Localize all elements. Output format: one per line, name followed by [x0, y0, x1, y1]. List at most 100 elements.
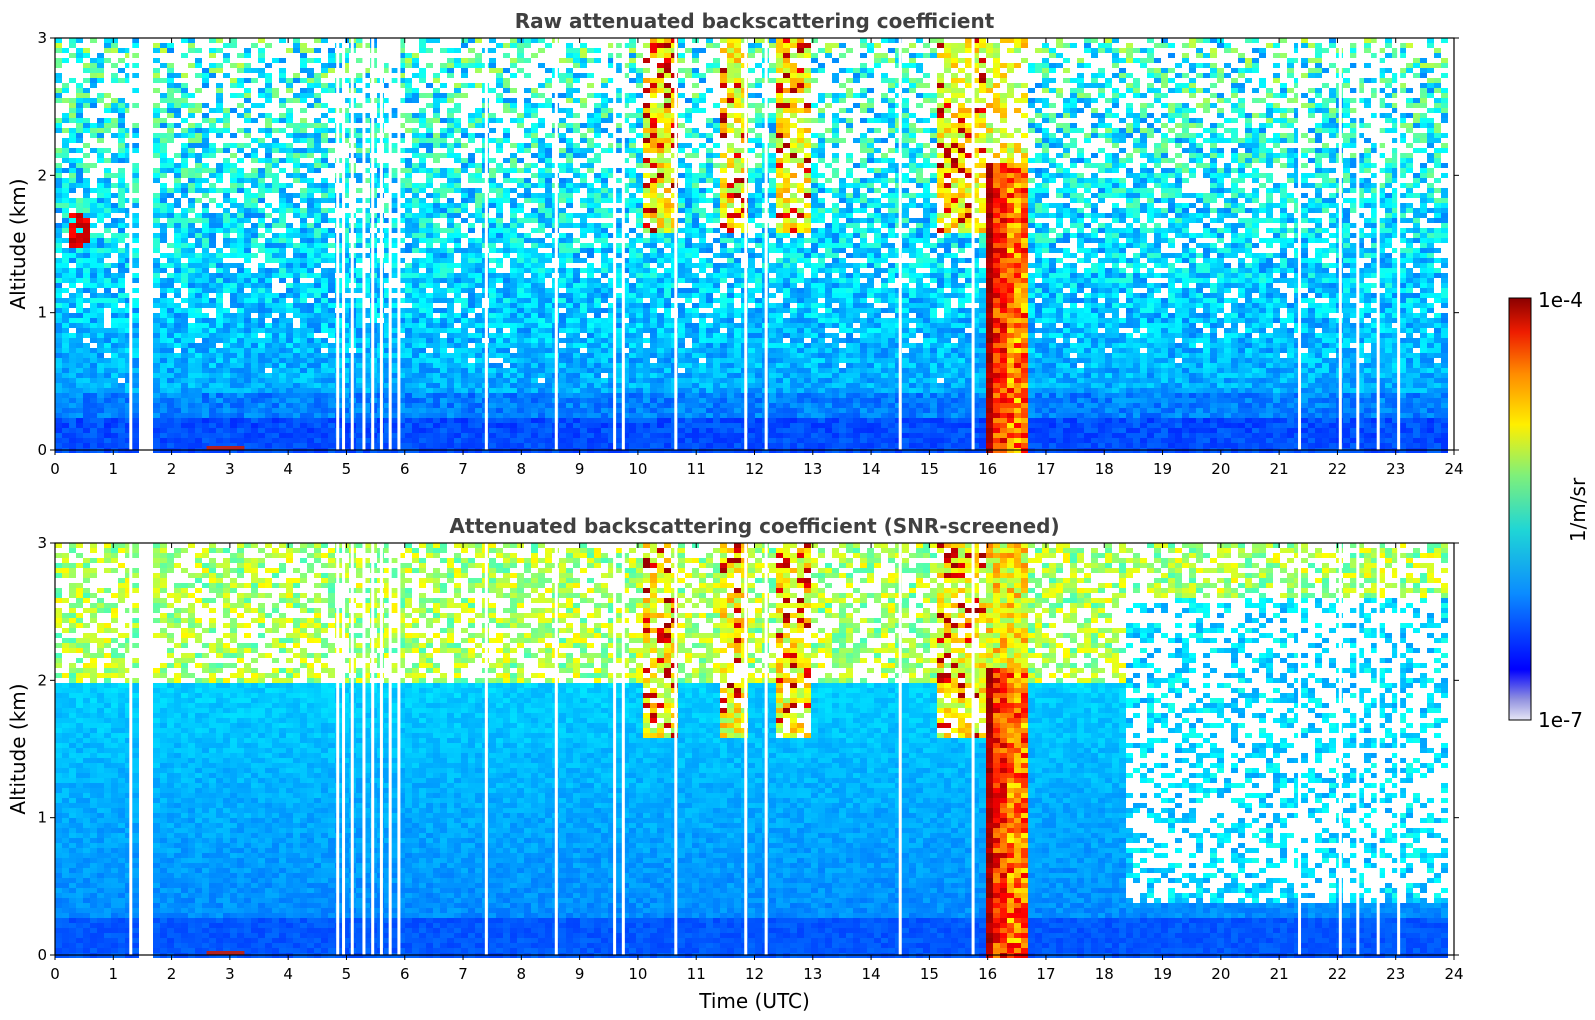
- heatmap-cell: [160, 163, 167, 168]
- heatmap-cell: [580, 338, 587, 343]
- heatmap-cell: [314, 403, 321, 408]
- heatmap-cell: [118, 98, 125, 103]
- heatmap-cell: [601, 308, 608, 313]
- heatmap-cell: [503, 428, 510, 433]
- heatmap-cell: [188, 313, 195, 318]
- heatmap-cell: [97, 148, 104, 153]
- heatmap-cell: [391, 368, 398, 373]
- heatmap-cell: [405, 348, 412, 353]
- heatmap-cell: [517, 428, 524, 433]
- heatmap-cell: [447, 303, 454, 308]
- heatmap-cell: [188, 293, 195, 298]
- heatmap-cell: [195, 163, 202, 168]
- heatmap-cell: [286, 363, 293, 368]
- heatmap-cell: [538, 138, 545, 143]
- heatmap-cell: [587, 158, 594, 163]
- heatmap-cell: [293, 203, 300, 208]
- heatmap-cell: [55, 273, 62, 278]
- heatmap-cell: [160, 43, 167, 48]
- heatmap-cell: [153, 48, 160, 53]
- heatmap-cell: [419, 373, 426, 378]
- heatmap-cell: [475, 193, 482, 198]
- heatmap-cell: [566, 128, 573, 133]
- heatmap-cell: [559, 108, 566, 113]
- heatmap-cell: [62, 433, 69, 438]
- heatmap-cell: [419, 318, 426, 323]
- heatmap-cell: [496, 343, 503, 348]
- heatmap-cell: [587, 298, 594, 303]
- heatmap-cell: [230, 358, 237, 363]
- heatmap-cell: [167, 273, 174, 278]
- heatmap-cell: [587, 188, 594, 193]
- heatmap-cell: [286, 88, 293, 93]
- heatmap-cell: [195, 428, 202, 433]
- heatmap-cell: [433, 213, 440, 218]
- heatmap-cell: [111, 283, 118, 288]
- heatmap-cell: [496, 433, 503, 438]
- heatmap-cell: [230, 288, 237, 293]
- heatmap-cell: [202, 343, 209, 348]
- heatmap-cell: [426, 353, 433, 358]
- heatmap-cell: [153, 248, 160, 253]
- heatmap-cell: [440, 133, 447, 138]
- heatmap-cell: [83, 198, 90, 203]
- heatmap-cell: [153, 358, 160, 363]
- heatmap-cell: [286, 273, 293, 278]
- heatmap-cell: [76, 168, 83, 173]
- heatmap-cell: [510, 178, 517, 183]
- heatmap-cell: [258, 178, 265, 183]
- heatmap-cell: [293, 278, 300, 283]
- heatmap-cell: [69, 413, 76, 418]
- heatmap-cell: [461, 353, 468, 358]
- heatmap-cell: [412, 88, 419, 93]
- heatmap-cell: [223, 313, 230, 318]
- heatmap-cell: [293, 38, 300, 43]
- heatmap-cell: [454, 243, 461, 248]
- heatmap-cell: [223, 108, 230, 113]
- heatmap-cell: [69, 358, 76, 363]
- heatmap-cell: [153, 243, 160, 248]
- heatmap-cell: [97, 348, 104, 353]
- heatmap-cell: [118, 413, 125, 418]
- heatmap-cell: [55, 228, 62, 233]
- heatmap-cell: [153, 268, 160, 273]
- heatmap-cell: [293, 403, 300, 408]
- heatmap-cell: [447, 358, 454, 363]
- heatmap-cell: [503, 378, 510, 383]
- heatmap-cell: [496, 398, 503, 403]
- heatmap-cell: [132, 53, 139, 58]
- heatmap-cell: [83, 103, 90, 108]
- heatmap-cell: [216, 283, 223, 288]
- heatmap-cell: [307, 443, 314, 448]
- heatmap-cell: [447, 283, 454, 288]
- heatmap-cell: [279, 318, 286, 323]
- heatmap-cell: [307, 328, 314, 333]
- heatmap-cell: [174, 328, 181, 333]
- heatmap-cell: [174, 248, 181, 253]
- heatmap-cell: [573, 113, 580, 118]
- heatmap-cell: [517, 443, 524, 448]
- heatmap-cell: [517, 433, 524, 438]
- heatmap-cell: [307, 78, 314, 83]
- heatmap-cell: [440, 323, 447, 328]
- heatmap-cell: [587, 368, 594, 373]
- heatmap-cell: [293, 168, 300, 173]
- heatmap-cell: [55, 433, 62, 438]
- heatmap-cell: [566, 308, 573, 313]
- heatmap-cell: [160, 423, 167, 428]
- heatmap-cell: [237, 218, 244, 223]
- heatmap-cell: [223, 368, 230, 373]
- heatmap-cell: [97, 363, 104, 368]
- heatmap-cell: [307, 103, 314, 108]
- heatmap-cell: [447, 258, 454, 263]
- heatmap-cell: [426, 298, 433, 303]
- heatmap-cell: [223, 193, 230, 198]
- heatmap-cell: [559, 408, 566, 413]
- heatmap-cell: [216, 368, 223, 373]
- heatmap-cell: [55, 268, 62, 273]
- heatmap-cell: [545, 253, 552, 258]
- heatmap-cell: [62, 398, 69, 403]
- heatmap-cell: [244, 113, 251, 118]
- heatmap-cell: [321, 393, 328, 398]
- heatmap-cell: [188, 438, 195, 443]
